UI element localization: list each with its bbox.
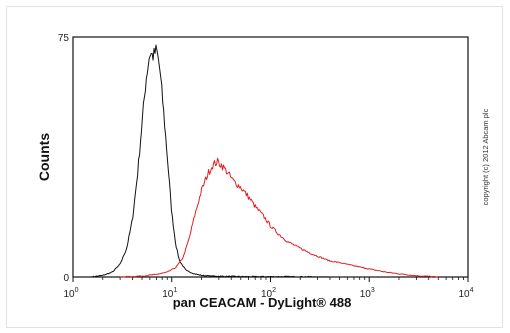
y-axis-label: Counts: [36, 133, 52, 181]
copyright-annotation: copyright (c) 2012 Abcam plc: [481, 108, 490, 205]
plot-area-frame: [72, 36, 469, 278]
x-tick-label-2: 102: [261, 287, 276, 300]
x-tick-label-3: 103: [360, 287, 375, 300]
histogram-chart: 75 0 100 101 102 103 104 Counts pan CEACAM -…: [36, 33, 490, 310]
y-tick-label-zero: 0: [63, 273, 69, 284]
control-histogram-line: [90, 44, 399, 278]
series-layer: [90, 44, 439, 278]
x-axis-label: pan CEACAM - DyLight® 488: [173, 295, 352, 310]
y-tick-label-max: 75: [58, 33, 70, 44]
x-tick-label-4: 104: [458, 287, 473, 300]
stained-histogram-line: [120, 157, 439, 278]
x-tick-label-1: 101: [162, 287, 177, 300]
chart-panel: 75 0 100 101 102 103 104 Counts pan CEACAM -…: [6, 6, 503, 328]
x-axis-ticks: 100 101 102 103 104: [63, 277, 474, 300]
x-tick-label-0: 100: [63, 287, 78, 300]
